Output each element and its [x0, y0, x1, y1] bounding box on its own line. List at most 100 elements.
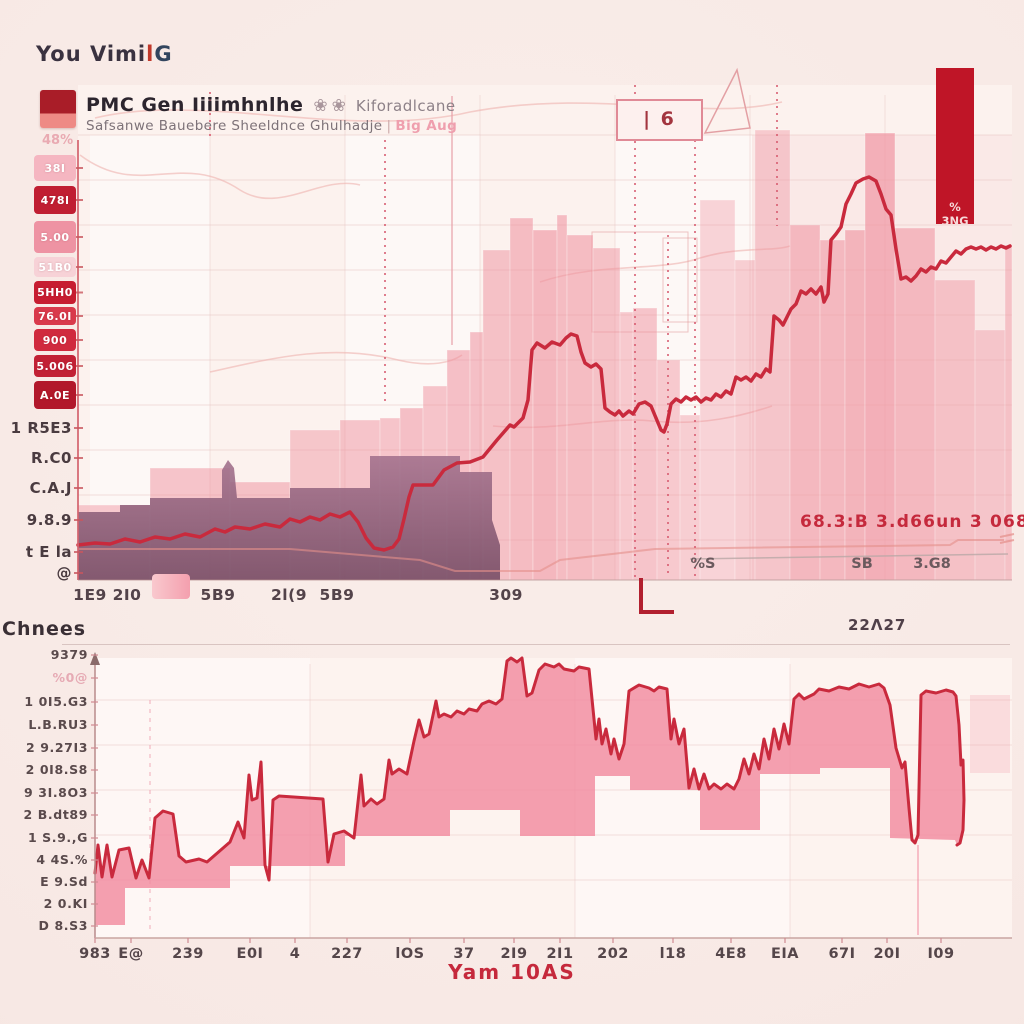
highlight-bar-value: % 3NG — [941, 200, 969, 228]
bottom-y-tick-label: 2 0.KI — [43, 896, 88, 911]
price-bar — [656, 359, 681, 581]
price-bar — [789, 224, 821, 581]
bottom-y-tick-label: 2 B.dt89 — [23, 807, 88, 822]
top-y-tick-label: C.A.J — [29, 479, 72, 497]
contour-squiggle — [79, 154, 361, 200]
top-y-tick-label: @ — [56, 564, 72, 582]
bottom-y-tick-label: 9 3I.8O3 — [24, 785, 88, 800]
legend-swatch — [40, 90, 76, 128]
corner-bracket — [639, 578, 674, 614]
bottom-x-tick-label: 37 — [453, 946, 475, 962]
price-chip: 76.0I — [34, 307, 76, 325]
bottom-x-tick-label: EIA — [770, 946, 800, 962]
bottom-x-tick-label: 2I9 — [500, 946, 528, 962]
bottom-x-tick-label: 202 — [597, 946, 629, 962]
price-chip: 478l — [34, 186, 76, 214]
bottom-x-tick-label: 4E8 — [715, 946, 747, 962]
bottom-x-tick-label: 983 — [79, 946, 111, 962]
page-title-accent: l — [146, 42, 155, 66]
highlight-bar — [936, 68, 974, 224]
price-chip: 51B0 — [34, 257, 76, 277]
bottom-x-axis-title: Yam 10AS — [448, 960, 576, 984]
tooltip-value[interactable]: | 6 — [643, 108, 676, 130]
legend-separator: | — [386, 118, 392, 134]
top-x-tick-label: 1E9 — [73, 586, 107, 604]
bottom-y-tick-label: 2 9.27I3 — [25, 740, 88, 755]
band-remnant — [970, 695, 1010, 773]
bottom-x-tick-label: 2I1 — [546, 946, 574, 962]
price-chip: 38I — [34, 155, 76, 181]
bottom-x-tick-label: 67I — [828, 946, 856, 962]
price-bar — [699, 199, 736, 581]
rosette-icon: ❀ — [313, 96, 332, 116]
price-callout: 68.3:B 3.d66un 3 06800 — [800, 512, 1024, 532]
section-value: 22Λ27 — [848, 616, 907, 634]
bottom-x-tick-label: 4 — [289, 946, 301, 962]
legend-subtitle: Safsanwe Bauebere Sheeldnce Ghulhadje — [86, 118, 383, 134]
page-title-accent2: G — [154, 42, 173, 66]
bottom-y-tick-label: 1 S.9.,G — [27, 830, 88, 845]
volume-band — [95, 658, 964, 925]
price-bar — [934, 279, 976, 581]
bottom-x-tick-label: I09 — [927, 946, 955, 962]
price-chip: 5.00 — [34, 221, 76, 253]
price-chip: 900 — [34, 329, 76, 351]
top-x-tick-label: 5B9 — [319, 586, 355, 604]
x-axis-swatch — [152, 574, 190, 599]
top-y-tick-label: t E la — [25, 543, 72, 561]
bottom-y-tick-label: 9379 — [50, 647, 88, 662]
bottom-y-tick-label: %0@ — [52, 670, 88, 685]
bottom-x-tick-label: 227 — [331, 946, 363, 962]
y-axis-arrow — [90, 652, 100, 665]
section-divider — [62, 644, 1010, 645]
page-title: You VimilG — [36, 42, 173, 66]
gray-baseline — [689, 553, 1009, 560]
approx-mark — [999, 533, 1015, 538]
price-bar — [619, 311, 634, 581]
price-bar — [556, 214, 568, 581]
legend-secondary-label: Kiforadlcane — [355, 97, 456, 115]
bottom-x-tick-label: l18 — [659, 946, 687, 962]
top-y-tick-label: 9.8.9 — [26, 511, 72, 529]
tooltip-box — [616, 99, 703, 141]
price-bar — [532, 229, 558, 581]
inline-axis-label: 3.G8 — [913, 556, 951, 572]
price-bar — [864, 132, 896, 581]
legend-primary-label: PMC Gen Iiiimhnlhe — [86, 94, 304, 116]
bottom-y-tick-label: E 9.Sd — [40, 874, 88, 889]
legend-subtitle-accent: Big Aug — [395, 118, 458, 134]
rosette-icon: ❀ — [331, 96, 350, 116]
contour-squiggle — [209, 351, 463, 373]
section-label: Chnees — [2, 618, 87, 640]
bottom-y-tick-label: 4 4S.% — [36, 852, 88, 867]
faded-percент-note: 48% — [42, 133, 74, 148]
faint-outline — [662, 237, 698, 323]
price-chip: 5HH0 — [34, 281, 76, 304]
bottom-y-tick-label: 1 0I5.G3 — [24, 694, 88, 709]
pale-baseline — [78, 539, 1004, 572]
top-x-tick-label: 2I0 — [112, 586, 142, 604]
bottom-y-tick-label: 2 0I8.S8 — [25, 762, 88, 777]
top-x-tick-label: 309 — [489, 586, 523, 604]
bottom-y-tick-label: D 8.S3 — [38, 918, 88, 933]
approx-mark — [999, 539, 1015, 544]
bottom-x-tick-label: 20I — [873, 946, 901, 962]
volume-line — [93, 656, 966, 882]
page-title-main: You Vimi — [36, 42, 147, 66]
bottom-y-tick-label: L.B.RU3 — [28, 717, 88, 732]
top-x-tick-label: 5B9 — [200, 586, 236, 604]
price-bar — [734, 259, 756, 581]
pennant-flag — [703, 67, 751, 134]
price-bar — [894, 227, 936, 581]
price-line — [76, 175, 1012, 552]
bottom-x-tick-label: E0I — [236, 946, 264, 962]
legend-primary-row: PMC Gen Iiiimhnlhe ❀❀ Kiforadlcane — [86, 94, 456, 116]
bottom-x-tick-label: lOS — [395, 946, 425, 962]
bottom-x-tick-label: E@ — [118, 946, 144, 962]
price-bar — [566, 234, 594, 581]
bottom-x-tick-label: 239 — [172, 946, 204, 962]
rosette-icons: ❀❀ — [313, 96, 350, 116]
legend-subtitle-row: Safsanwe Bauebere Sheeldnce Ghulhadje | Bi… — [86, 118, 457, 134]
